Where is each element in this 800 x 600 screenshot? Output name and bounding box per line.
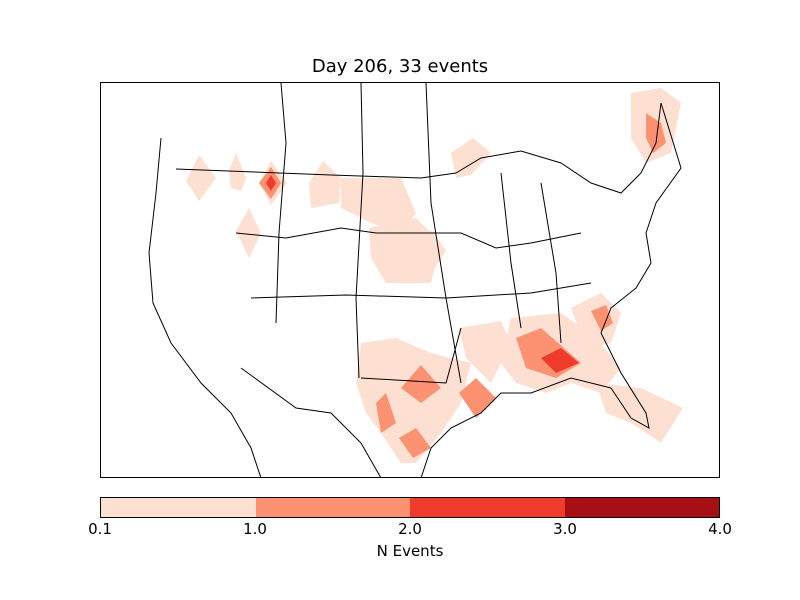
region-alabama-max (541, 348, 579, 373)
state-line-3 (425, 83, 462, 384)
colorbar (100, 497, 720, 518)
great-lakes-border (455, 102, 662, 194)
region-dakotas (341, 178, 416, 233)
state-boundaries (148, 83, 682, 477)
colorbar-tick: 0.1 (88, 520, 112, 538)
colorbar-bin-3 (410, 498, 565, 517)
region-texas-central (401, 365, 441, 403)
density-level-1 (186, 88, 683, 463)
colorbar-tick: 4.0 (708, 520, 732, 538)
east-coastline (600, 102, 682, 429)
colorbar-tick: 1.0 (243, 520, 267, 538)
region-texas-south (399, 428, 431, 458)
gulf-coastline (420, 377, 612, 477)
region-idaho-north (229, 153, 246, 191)
region-oregon (186, 155, 216, 201)
oklahoma-line (360, 327, 462, 384)
event-density-map (148, 83, 683, 477)
region-idaho-south (236, 208, 261, 258)
central-boundary (235, 227, 582, 249)
region-arkansas (459, 321, 511, 383)
colorbar-bin-1 (101, 498, 256, 517)
map-panel (100, 82, 720, 478)
state-line-4 (500, 172, 522, 329)
region-south-carolina (591, 305, 613, 331)
region-florida (596, 383, 683, 443)
density-level-3 (266, 175, 579, 373)
region-montana-max (266, 175, 276, 191)
state-line-5 (540, 182, 562, 344)
map-title: Day 206, 33 events (311, 56, 489, 77)
canada-border (175, 168, 457, 179)
colorbar-bin-2 (255, 498, 410, 517)
region-iowa (413, 231, 446, 271)
region-montana-east (309, 161, 341, 208)
region-texas-west (376, 393, 396, 433)
west-coastline (148, 137, 262, 477)
region-louisiana (459, 378, 496, 418)
colorbar-tick: 3.0 (553, 520, 577, 538)
region-maine (646, 113, 666, 153)
region-texas (356, 338, 471, 463)
region-wisconsin (451, 138, 491, 178)
mexico-border (240, 367, 382, 477)
southern-boundary (250, 282, 592, 299)
state-line-1 (275, 83, 287, 324)
colorbar-bin-4 (564, 498, 719, 517)
state-line-2 (355, 83, 364, 379)
colorbar-tick: 2.0 (398, 520, 422, 538)
colorbar-label: N Events (376, 542, 444, 560)
